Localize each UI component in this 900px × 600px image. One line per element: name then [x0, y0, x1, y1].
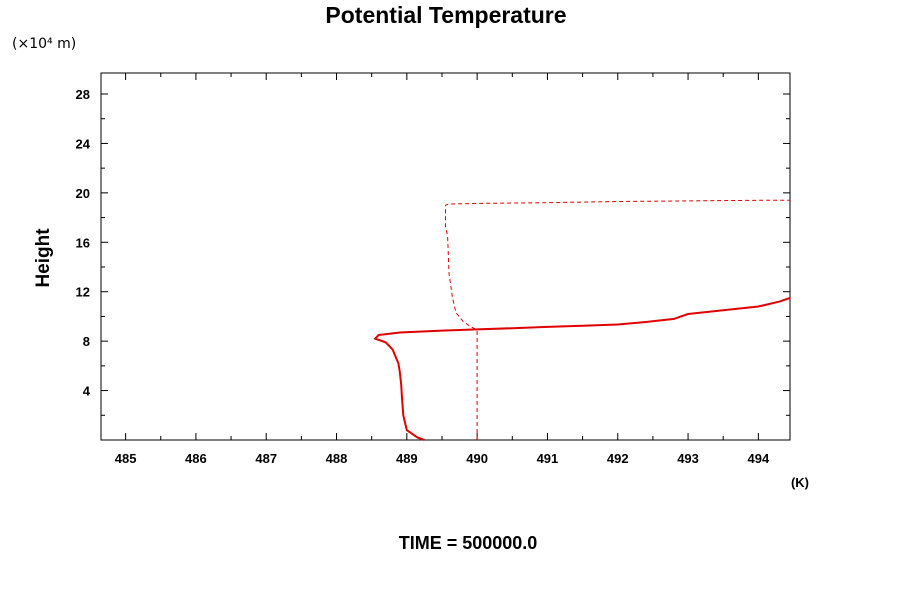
x-tick-label: 493: [677, 451, 699, 466]
x-tick-label: 488: [326, 451, 348, 466]
series-line-dashed: [445, 199, 790, 440]
y-tick-label: 8: [83, 334, 90, 349]
y-tick-label: 24: [76, 136, 91, 151]
x-axis-ticks: 485 486 487 488 489 490 491 492 493 494: [115, 73, 770, 466]
x-tick-label: 485: [115, 451, 137, 466]
chart-title: Potential Temperature: [325, 2, 566, 28]
x-tick-label: 486: [185, 451, 207, 466]
y-tick-label: 16: [76, 235, 90, 250]
y-tick-label: 20: [76, 186, 90, 201]
x-tick-label: 492: [607, 451, 629, 466]
plot-frame: [100, 72, 791, 441]
x-tick-label: 494: [748, 451, 770, 466]
x-tick-label: 490: [466, 451, 488, 466]
x-axis-label: (K): [791, 475, 809, 490]
y-tick-label: 12: [76, 285, 90, 300]
y-tick-label: 28: [76, 87, 90, 102]
y-tick-label: 4: [83, 384, 91, 399]
y-axis-ticks: 4 8 12 16 20 24 28: [76, 87, 790, 416]
series-line-solid: [373, 296, 791, 441]
x-tick-label: 491: [537, 451, 559, 466]
x-tick-label: 489: [396, 451, 418, 466]
series-lines: [373, 199, 791, 441]
y-units-label: (×10⁴ m): [12, 36, 76, 52]
y-axis-label: Height: [33, 228, 54, 288]
time-footer: TIME = 500000.0: [399, 533, 538, 553]
x-tick-label: 487: [255, 451, 277, 466]
